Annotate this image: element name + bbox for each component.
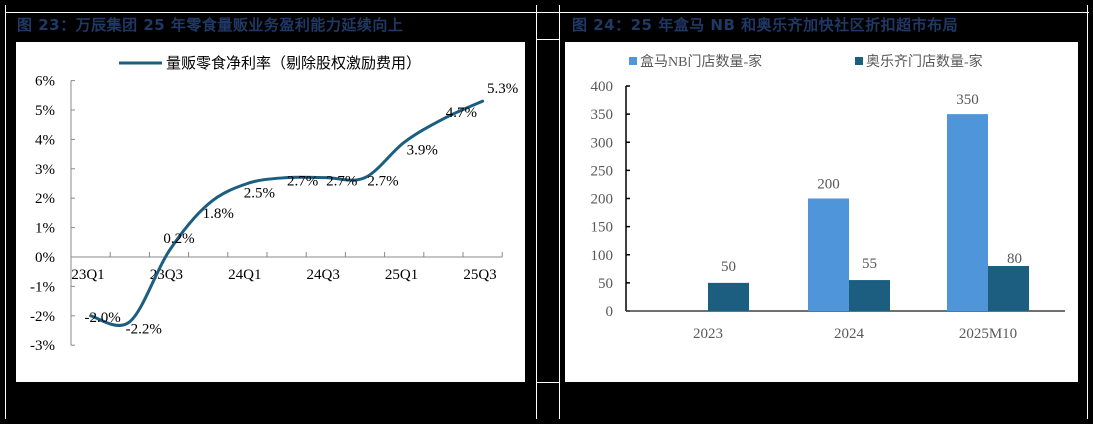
frame-line-mid — [536, 39, 560, 40]
data-label: 5.3% — [487, 81, 518, 97]
data-label: 2.7% — [287, 174, 318, 190]
x-tick-label: 24Q1 — [228, 267, 261, 283]
y-tick-label: 100 — [591, 248, 614, 264]
data-label: -2.2% — [126, 322, 162, 338]
y-tick-label: 150 — [591, 220, 614, 236]
data-label: 2.5% — [244, 186, 275, 202]
legend-swatch-hema — [629, 57, 637, 65]
data-label: 1.8% — [203, 206, 234, 222]
bar-aldi — [708, 282, 749, 311]
y-tick-label: 1% — [35, 221, 55, 237]
data-label: 2.7% — [326, 174, 357, 190]
net-margin-line — [89, 99, 485, 327]
x-category-label: 2023 — [693, 326, 723, 342]
bar-chart: 盒马NB门店数量-家 奥乐齐门店数量-家 400 350 300 250 200 150 100… — [591, 53, 1065, 342]
y-tick-label: 4% — [35, 132, 55, 148]
frame-line-left — [5, 5, 6, 419]
y-tick-label: 250 — [591, 163, 614, 179]
legend-label-aldi: 奥乐齐门店数量-家 — [866, 53, 983, 70]
legend-swatch-aldi — [855, 57, 863, 65]
y-tick-label: 200 — [591, 192, 614, 208]
y-tick-label: -3% — [30, 338, 55, 354]
x-tick-label: 24Q3 — [307, 267, 340, 283]
bar-value-label: 350 — [956, 92, 979, 108]
bar-legend: 盒马NB门店数量-家 奥乐齐门店数量-家 — [629, 53, 983, 70]
bar-value-label: 50 — [721, 259, 736, 275]
x-tick-label: 25Q3 — [463, 267, 496, 283]
bar-value-label: 55 — [862, 256, 877, 272]
bar-hema — [808, 198, 849, 311]
figure-24-title: 图 24：25 年盒马 NB 和奥乐齐加快社区折扣超市布局 — [572, 16, 959, 34]
bar-value-label: 200 — [817, 177, 840, 193]
x-tick-label: 25Q1 — [385, 267, 418, 283]
y-tick-label: 400 — [591, 79, 614, 95]
legend-label: 量贩零食净利率（剔除股权激励费用） — [166, 55, 421, 72]
x-category-label: 2025M10 — [959, 326, 1017, 342]
frame-line-right — [1087, 5, 1088, 419]
y-tick-label: 5% — [35, 103, 55, 119]
legend-label-hema: 盒马NB门店数量-家 — [640, 53, 762, 70]
figure-23-title: 图 23：万辰集团 25 年零食量贩业务盈利能力延续向上 — [17, 16, 404, 34]
y-tick-label: 50 — [598, 276, 613, 292]
y-tick-label: -1% — [30, 279, 55, 295]
bar-hema — [947, 114, 988, 311]
frame-line-top — [5, 12, 1089, 13]
line-legend: 量贩零食净利率（剔除股权激励费用） — [119, 55, 421, 72]
y-tick-label: -2% — [30, 309, 55, 325]
bar-aldi — [849, 280, 890, 311]
y-tick-label: 3% — [35, 162, 55, 178]
data-label: -2.0% — [84, 310, 120, 326]
line-chart: 量贩零食净利率（剔除股权激励费用） 6% 5% 4% 3% 2% 1% 0% -1% -2% -3%… — [30, 55, 518, 354]
y-tick-label: 0% — [35, 250, 55, 266]
frame-line-bottom-mid — [536, 382, 560, 383]
bar-chart-panel: 盒马NB门店数量-家 奥乐齐门店数量-家 400 350 300 250 200 150 100… — [565, 42, 1078, 382]
y-tick-label: 0 — [606, 304, 614, 320]
data-label: 2.7% — [367, 174, 398, 190]
y-tick-label: 6% — [35, 74, 55, 90]
y-tick-label: 300 — [591, 135, 614, 151]
x-category-label: 2024 — [834, 326, 865, 342]
y-tick-label: 350 — [591, 107, 614, 123]
frame-line-mid-a — [536, 5, 537, 419]
line-chart-panel: 量贩零食净利率（剔除股权激励费用） 6% 5% 4% 3% 2% 1% 0% -1% -2% -3%… — [16, 42, 525, 382]
y-tick-label: 2% — [35, 191, 55, 207]
data-label: 3.9% — [407, 142, 438, 158]
frame-line-mid-b — [559, 5, 560, 419]
data-label: 0.2% — [163, 231, 194, 247]
bar-value-label: 80 — [1007, 251, 1022, 267]
x-tick-label: 23Q1 — [71, 267, 104, 283]
data-label: 4.7% — [446, 105, 477, 121]
bar-aldi — [988, 266, 1029, 311]
